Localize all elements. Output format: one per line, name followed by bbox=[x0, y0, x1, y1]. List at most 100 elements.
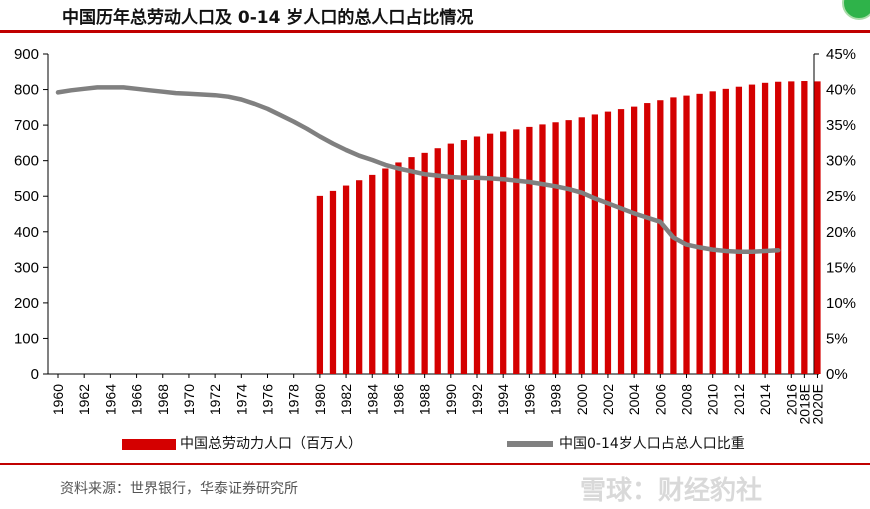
bar bbox=[473, 136, 481, 374]
x-tick-label: 1982 bbox=[338, 384, 354, 415]
y-tick-label-left: 800 bbox=[14, 82, 39, 99]
bar bbox=[316, 195, 324, 374]
bar bbox=[644, 103, 651, 375]
x-tick-label: 1972 bbox=[207, 384, 223, 415]
bar bbox=[761, 82, 769, 375]
bar bbox=[709, 91, 716, 374]
y-tick-label-left: 100 bbox=[14, 330, 39, 347]
x-tick-label: 2004 bbox=[626, 384, 642, 415]
y-tick-label-left: 500 bbox=[14, 188, 39, 205]
bar bbox=[683, 95, 690, 374]
bar bbox=[434, 148, 441, 374]
bar bbox=[395, 162, 402, 374]
x-tick-label: 1990 bbox=[443, 384, 459, 415]
bar bbox=[421, 152, 428, 374]
bar bbox=[552, 122, 559, 375]
y-tick-label-left: 700 bbox=[14, 117, 39, 134]
bottom-rule bbox=[0, 463, 870, 465]
x-tick-label: 2010 bbox=[705, 384, 721, 415]
bar bbox=[604, 111, 612, 374]
chart-title: 中国历年总劳动人口及 0-14 岁人口的总人口占比情况 bbox=[62, 8, 474, 28]
bar bbox=[329, 190, 337, 374]
legend-line: 中国0-14岁人口占总人口比重 bbox=[507, 433, 745, 453]
y-tick-label-right: 35% bbox=[826, 117, 856, 134]
legend-bar-swatch bbox=[122, 438, 176, 450]
watermark: 雪球：财经豹社 bbox=[580, 476, 763, 506]
y-tick-label-right: 10% bbox=[826, 295, 856, 312]
bar bbox=[356, 180, 363, 374]
y-tick-label-right: 30% bbox=[826, 153, 856, 170]
bar bbox=[748, 84, 756, 375]
bar bbox=[591, 114, 598, 374]
chart-canvas: 0 100 200 300 400 500 600 700 800 900 0% 5% 10% 15% 20… bbox=[14, 46, 856, 424]
legend-bar: 中国总劳动力人口（百万人） bbox=[122, 433, 362, 453]
y-tick-label-right: 0% bbox=[826, 366, 848, 383]
x-tick-label: 2018E bbox=[796, 384, 812, 424]
y-tick-label-left: 400 bbox=[14, 224, 39, 241]
bar bbox=[814, 81, 821, 374]
bar bbox=[408, 157, 415, 374]
x-tick-label: 1980 bbox=[312, 384, 328, 415]
x-tick-label: 2006 bbox=[652, 384, 668, 415]
y-tick-label-right: 15% bbox=[826, 259, 856, 276]
bar bbox=[775, 81, 782, 374]
bar bbox=[630, 106, 638, 374]
x-tick-label: 2014 bbox=[757, 384, 773, 415]
x-tick-label: 1998 bbox=[548, 384, 564, 415]
x-tick-label: 1984 bbox=[364, 384, 380, 415]
x-tick-label: 1976 bbox=[260, 384, 276, 415]
bar bbox=[500, 131, 507, 374]
corner-badge-icon bbox=[842, 0, 870, 20]
y-tick-label-left: 300 bbox=[14, 259, 39, 276]
top-rule bbox=[0, 30, 870, 33]
x-tick-label: 1968 bbox=[155, 384, 171, 415]
x-tick-label: 1988 bbox=[417, 384, 433, 415]
bar bbox=[657, 100, 664, 374]
x-tick-label: 1978 bbox=[286, 384, 302, 415]
x-tick-label: 2012 bbox=[731, 384, 747, 415]
x-tick-label: 1996 bbox=[521, 384, 537, 415]
bar bbox=[526, 126, 533, 374]
y-tick-label-right: 45% bbox=[826, 46, 856, 63]
y-tick-label-right: 40% bbox=[826, 82, 856, 99]
y-tick-label-left: 200 bbox=[14, 295, 39, 312]
bar bbox=[696, 93, 703, 375]
bar bbox=[578, 117, 585, 375]
y-tick-label-right: 25% bbox=[826, 188, 856, 205]
y-tick-label-left: 600 bbox=[14, 153, 39, 170]
bar bbox=[735, 86, 743, 374]
legend-line-label: 中国0-14岁人口占总人口比重 bbox=[559, 436, 745, 452]
bar bbox=[460, 140, 468, 374]
x-tick-label: 2016 bbox=[783, 384, 799, 415]
x-tick-label: 1962 bbox=[76, 384, 92, 415]
bar bbox=[801, 81, 808, 375]
legend-bar-label: 中国总劳动力人口（百万人） bbox=[180, 436, 362, 452]
x-tick-label: 2000 bbox=[574, 384, 590, 415]
y-tick-label-right: 5% bbox=[826, 330, 848, 347]
x-tick-label: 1992 bbox=[469, 384, 485, 415]
y-tick-label-right: 20% bbox=[826, 224, 856, 241]
x-tick-label: 1966 bbox=[129, 384, 145, 415]
x-tick-label: 2008 bbox=[679, 384, 695, 415]
bar bbox=[382, 168, 389, 374]
x-tick-label: 1994 bbox=[495, 384, 511, 415]
x-tick-label: 1964 bbox=[102, 384, 118, 415]
legend-line-swatch bbox=[507, 441, 553, 447]
bar bbox=[342, 185, 350, 374]
y-tick-label-left: 900 bbox=[14, 46, 39, 63]
x-tick-label: 1970 bbox=[181, 384, 197, 415]
bar bbox=[565, 120, 572, 374]
bar bbox=[788, 81, 795, 374]
x-tick-label: 1960 bbox=[50, 384, 66, 415]
x-tick-label: 1986 bbox=[390, 384, 406, 415]
bar bbox=[369, 174, 376, 374]
x-tick-label: 2020E bbox=[809, 384, 825, 424]
bar bbox=[486, 133, 494, 374]
line-series bbox=[55, 85, 781, 254]
y-tick-label-left: 0 bbox=[31, 366, 39, 383]
bar bbox=[722, 88, 729, 374]
bar bbox=[617, 109, 625, 374]
x-tick-label: 1974 bbox=[233, 384, 249, 415]
bar bbox=[539, 124, 546, 375]
bar bbox=[447, 143, 454, 374]
